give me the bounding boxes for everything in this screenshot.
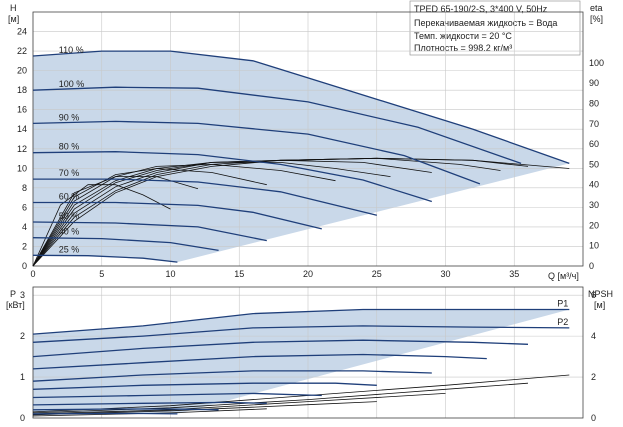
power-operating-area (33, 309, 570, 414)
bottom-y2-tick-label: 6 (591, 290, 596, 300)
top-x-tick-label: 30 (440, 269, 450, 279)
power-curve (32, 339, 529, 358)
top-y2-tick-label: 20 (589, 220, 599, 230)
head-operating-area (33, 51, 570, 263)
npsh-curve (32, 408, 267, 417)
top-y-tick-label: 20 (17, 66, 27, 76)
power-curve (32, 353, 487, 370)
top-y-tick-label: 10 (17, 163, 27, 173)
head-curve-label: 110 % (59, 45, 84, 55)
bottom-y-tick-label: 0 (20, 413, 25, 423)
head-curve-label: 40 % (59, 227, 80, 237)
top-y2label: eta (590, 3, 603, 13)
head-curve (32, 120, 481, 185)
header-liquid: Перекачиваемая жидкость = Вода (414, 18, 557, 28)
head-curve-label: 60 % (59, 192, 80, 202)
bottom-y-tick-label: 1 (20, 372, 25, 382)
head-curve-label: 100 % (59, 79, 85, 89)
top-y2unit: [%] (590, 14, 603, 24)
power-curve (32, 392, 322, 399)
top-y-tick-label: 24 (17, 27, 27, 37)
head-curve-label: 80 % (59, 142, 80, 152)
top-y2-tick-label: 100 (589, 58, 604, 68)
head-curve (32, 86, 522, 165)
power-curve (32, 401, 267, 406)
top-y-tick-label: 2 (22, 241, 27, 251)
bottom-ylabel: P (10, 289, 16, 299)
header-temperature: Темп. жидкости = 20 °C (414, 31, 512, 41)
head-curve-label: 25 % (59, 244, 80, 254)
head-curve-label: 70 % (59, 168, 80, 178)
bottom-y2unit: [м] (594, 300, 605, 310)
power-curve-label: P2 (557, 317, 568, 327)
npsh-curve (32, 401, 377, 416)
bottom-y2-tick-label: 2 (591, 372, 596, 382)
top-y-tick-label: 14 (17, 124, 27, 134)
top-y-tick-label: 22 (17, 46, 27, 56)
top-plot-frame (32, 11, 584, 267)
power-curve-label: P1 (557, 299, 568, 309)
head-curve (32, 151, 432, 203)
head-curve (32, 221, 267, 242)
npsh-curve (32, 393, 446, 415)
top-y-tick-label: 8 (22, 183, 27, 193)
top-x-tick-label: 5 (99, 269, 104, 279)
top-x-tick-label: 35 (509, 269, 519, 279)
bottom-y2-tick-label: 0 (591, 413, 596, 423)
top-y2-tick-label: 30 (589, 200, 599, 210)
header-model: TPED 65-190/2-S, 3*400 V, 50Hz (414, 4, 548, 14)
top-y2-tick-label: 40 (589, 180, 599, 190)
power-curve (32, 325, 570, 343)
header-density: Плотность = 998.2 кг/м³ (414, 43, 512, 53)
bottom-y-tick-label: 3 (20, 290, 25, 300)
top-y2-tick-label: 0 (589, 261, 594, 271)
top-ylabel: H (10, 3, 17, 13)
top-y2-tick-label: 90 (589, 78, 599, 88)
power-curve (32, 408, 219, 411)
head-curve (33, 201, 322, 230)
top-y-tick-label: 6 (22, 202, 27, 212)
top-y-tick-label: 4 (22, 222, 27, 232)
bottom-y-tick-label: 2 (20, 331, 25, 341)
efficiency-curve (32, 168, 267, 267)
top-y2-tick-label: 50 (589, 159, 599, 169)
top-xlabel: Q [м³/ч] (548, 271, 579, 281)
top-y2-tick-label: 80 (589, 98, 599, 108)
head-curve-label: 50 % (59, 211, 80, 221)
top-x-tick-label: 10 (165, 269, 175, 279)
efficiency-curve (32, 159, 432, 267)
bottom-yunit: [кВт] (6, 300, 25, 310)
top-x-tick-label: 0 (30, 269, 35, 279)
top-y2-tick-label: 60 (589, 139, 599, 149)
bottom-y2label: NPSH (588, 289, 613, 299)
power-curve (32, 382, 377, 390)
top-x-tick-label: 15 (234, 269, 244, 279)
head-curve (33, 178, 377, 216)
top-x-tick-label: 20 (303, 269, 313, 279)
bottom-plot-frame (32, 286, 584, 419)
top-yunit: [м] (8, 14, 19, 24)
top-y-tick-label: 16 (17, 105, 27, 115)
power-plot: 0 1 2 3 0 2 4 6 P1 P2 (20, 286, 596, 423)
head-curve (32, 50, 570, 165)
top-y2-tick-label: 70 (589, 119, 599, 129)
efficiency-curve (32, 184, 171, 267)
top-y-tick-label: 0 (22, 261, 27, 271)
top-y2-tick-label: 10 (589, 241, 599, 251)
head-curve (32, 237, 219, 252)
efficiency-curve (32, 163, 336, 267)
bottom-y2-tick-label: 4 (591, 331, 596, 341)
top-y-tick-label: 18 (17, 85, 27, 95)
top-x-tick-label: 25 (372, 269, 382, 279)
head-plot: 0 5 10 15 20 25 30 3502468101214161820222401020… (17, 11, 604, 279)
power-curve (32, 308, 570, 335)
head-curve-label: 90 % (59, 112, 80, 122)
header-box (409, 0, 581, 56)
head-curve (32, 254, 178, 263)
power-curve (32, 370, 432, 382)
top-y-tick-label: 12 (17, 144, 27, 154)
